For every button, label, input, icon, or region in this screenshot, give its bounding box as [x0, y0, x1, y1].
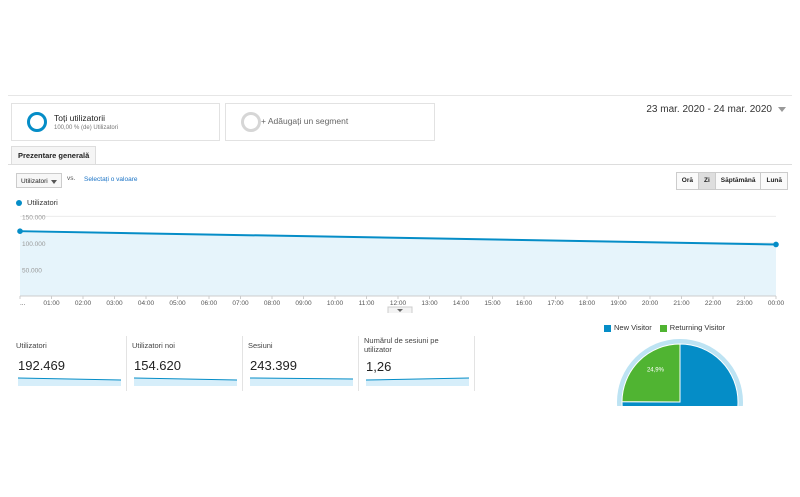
legend-swatch	[604, 324, 611, 332]
stat-label: Numărul de sesiuni pe utilizator	[364, 336, 439, 354]
x-tick-label: 06:00	[201, 300, 218, 307]
area-fill	[20, 231, 776, 296]
select-value-link[interactable]: Selectați o valoare	[84, 176, 138, 183]
pie-slice	[621, 343, 739, 406]
x-tick-label: 02:00	[75, 300, 92, 307]
stat-divider	[474, 336, 475, 391]
x-tick-label: 10:00	[327, 300, 344, 307]
segment-all-users[interactable]: Toți utilizatorii 100,00 % (de) Utilizat…	[11, 103, 220, 141]
legend-returning-visitor: Returning Visitor	[659, 323, 726, 332]
x-tick-label: 18:00	[579, 300, 596, 307]
vs-label: vs.	[67, 175, 76, 182]
users-line-chart: 150.000 100.000 50.000... 01:00 02:00 03:00 04…	[17, 214, 785, 313]
add-segment-button[interactable]: + Adăugați un segment	[225, 103, 435, 141]
stat-divider	[358, 336, 359, 391]
granularity-week[interactable]: Săptămână	[714, 172, 762, 190]
legend-label: New Visitor	[614, 323, 652, 332]
x-tick-label: 12:00	[390, 300, 407, 307]
x-tick-label: 11:00	[359, 300, 375, 307]
x-tick-label: 03:00	[106, 300, 123, 307]
stat-value: 243.399	[250, 358, 297, 373]
x-tick-label: 17:00	[547, 300, 564, 307]
pie-legend: New Visitor Returning Visitor	[604, 323, 733, 332]
x-tick-label: ...	[20, 300, 26, 307]
chart-legend: Utilizatori	[16, 198, 58, 207]
stat-label: Sesiuni	[248, 341, 273, 350]
stat-value: 154.620	[134, 358, 181, 373]
x-tick-label: 07:00	[232, 300, 249, 307]
pie-slice-label: 24,9%	[647, 367, 665, 373]
legend-dot	[16, 200, 22, 207]
metric-select[interactable]: Utilizatori	[16, 173, 62, 188]
metric-select-value: Utilizatori	[21, 178, 48, 185]
segment-subtitle: 100,00 % (de) Utilizatori	[54, 125, 119, 131]
pie-slice	[621, 343, 681, 403]
sparkline	[250, 377, 353, 386]
x-tick-label: 09:00	[295, 300, 312, 307]
chevron-down-icon	[51, 180, 57, 184]
data-point	[17, 228, 23, 234]
legend-new-visitor: New Visitor	[604, 323, 652, 332]
chevron-down-icon	[778, 106, 786, 112]
x-tick-label: 21:00	[673, 300, 690, 307]
stat-divider	[242, 336, 243, 391]
stat-label: Utilizatori noi	[132, 341, 175, 350]
analytics-panel: Toți utilizatorii 100,00 % (de) Utilizat…	[8, 95, 792, 406]
empty-segment-ring-icon	[241, 112, 261, 132]
x-tick-label: 19:00	[610, 300, 627, 307]
sparkline	[18, 377, 121, 386]
series-line	[19, 230, 777, 246]
date-range-picker[interactable]: 23 mar. 2020 - 24 mar. 2020	[646, 104, 786, 115]
x-tick-label: 14:00	[453, 300, 470, 307]
granularity-month[interactable]: Lună	[760, 172, 788, 190]
legend-swatch	[659, 324, 667, 332]
y-tick-label: 50.000	[22, 267, 42, 274]
stat-label: Utilizatori	[16, 341, 47, 350]
x-tick-label: 13:00	[421, 300, 438, 307]
y-tick-label: 100.000	[22, 241, 46, 248]
stat-divider	[126, 336, 127, 391]
sparkline	[134, 377, 237, 386]
date-range-label: 23 mar. 2020 - 24 mar. 2020	[646, 104, 772, 115]
stat-value: 1,26	[366, 359, 392, 374]
granularity-day[interactable]: Zi	[698, 172, 716, 190]
legend-label: Utilizatori	[27, 198, 58, 207]
x-tick-label: 20:00	[642, 300, 659, 307]
x-tick-label: 04:00	[138, 300, 155, 307]
stat-value: 192.469	[18, 358, 65, 373]
data-point	[773, 241, 779, 248]
x-tick-label: 22:00	[705, 300, 722, 307]
stat-new-users[interactable]: Utilizatori noi 154.620	[132, 341, 240, 393]
granularity-hour[interactable]: Oră	[675, 172, 699, 190]
stat-users[interactable]: Utilizatori 192.469	[16, 341, 124, 393]
tab-divider	[8, 164, 792, 165]
x-tick-label: 23:00	[736, 300, 753, 307]
x-tick-label: 16:00	[516, 300, 533, 307]
legend-label: Returning Visitor	[669, 323, 726, 332]
add-segment-label: + Adăugați un segment	[261, 116, 349, 126]
x-tick-label: 00:00	[768, 300, 785, 307]
sparkline	[366, 377, 469, 386]
x-tick-label: 05:00	[169, 300, 186, 307]
chevron-down-icon	[397, 309, 403, 312]
stat-sessions[interactable]: Sesiuni 243.399	[248, 341, 356, 393]
stat-sessions-per-user[interactable]: Numărul de sesiuni pe utilizator 1,26	[364, 336, 472, 388]
x-tick-label: 08:00	[264, 300, 281, 307]
visitor-pie-chart: 24,9%	[617, 339, 743, 406]
granularity-toggle: Oră Zi Săptămână Lună	[675, 172, 788, 190]
x-tick-label: 15:00	[484, 300, 501, 307]
segment-title: Toți utilizatorii	[54, 113, 106, 123]
x-tick-label: 01:00	[43, 300, 60, 307]
y-tick-label: 150.000	[22, 214, 46, 221]
tab-overview[interactable]: Prezentare generală	[11, 146, 97, 165]
segment-ring-icon	[27, 112, 47, 132]
